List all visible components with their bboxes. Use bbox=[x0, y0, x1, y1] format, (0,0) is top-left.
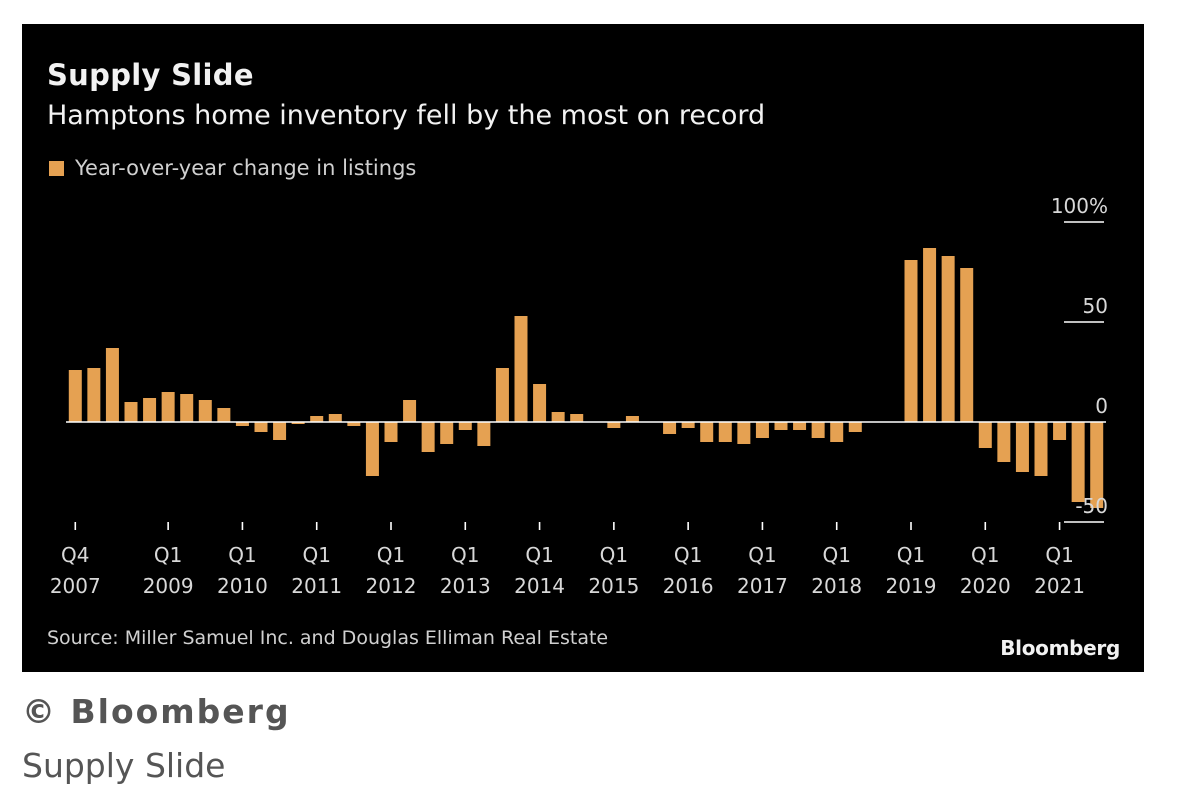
bar bbox=[365, 422, 379, 476]
bar bbox=[811, 422, 825, 438]
chart-subtitle: Hamptons home inventory fell by the most… bbox=[47, 100, 766, 131]
x-tick-label-year: 2019 bbox=[886, 574, 937, 598]
y-tick-label: 50 bbox=[1083, 294, 1108, 318]
x-tick-label-quarter: Q1 bbox=[377, 543, 405, 567]
x-tick-label-quarter: Q1 bbox=[822, 543, 850, 567]
bar bbox=[830, 422, 844, 442]
x-tick-label-quarter: Q1 bbox=[897, 543, 925, 567]
bar bbox=[68, 370, 82, 422]
bar bbox=[625, 416, 639, 422]
bar bbox=[960, 268, 974, 422]
bar bbox=[105, 348, 119, 422]
bar bbox=[737, 422, 751, 444]
chart-panel: Supply Slide Hamptons home inventory fel… bbox=[22, 24, 1144, 672]
x-tick-label-year: 2011 bbox=[291, 574, 342, 598]
x-tick-label-quarter: Q1 bbox=[302, 543, 330, 567]
bar bbox=[217, 408, 231, 422]
x-tick-label-year: 2015 bbox=[588, 574, 639, 598]
bar bbox=[793, 422, 807, 430]
x-tick-label-quarter: Q4 bbox=[61, 543, 89, 567]
bar bbox=[997, 422, 1011, 462]
bar bbox=[458, 422, 472, 430]
x-tick-label-quarter: Q1 bbox=[228, 543, 256, 567]
bar bbox=[978, 422, 992, 448]
bar bbox=[607, 422, 621, 428]
bar bbox=[848, 422, 862, 432]
bar bbox=[347, 422, 361, 426]
x-tick-label-quarter: Q1 bbox=[748, 543, 776, 567]
x-tick-label-year: 2020 bbox=[960, 574, 1011, 598]
bar bbox=[551, 412, 565, 422]
bar bbox=[124, 402, 138, 422]
bar bbox=[328, 414, 342, 422]
bar bbox=[440, 422, 454, 444]
legend-swatch bbox=[49, 160, 64, 176]
bar bbox=[681, 422, 695, 428]
x-tick-label-year: 2012 bbox=[366, 574, 417, 598]
bar bbox=[143, 398, 157, 422]
x-tick-label-quarter: Q1 bbox=[600, 543, 628, 567]
bar bbox=[923, 248, 937, 422]
bar bbox=[700, 422, 714, 442]
x-tick-label-quarter: Q1 bbox=[525, 543, 553, 567]
source-note: Source: Miller Samuel Inc. and Douglas E… bbox=[47, 627, 609, 649]
x-tick-label-quarter: Q1 bbox=[1045, 543, 1073, 567]
bar bbox=[718, 422, 732, 442]
x-tick-label-quarter: Q1 bbox=[451, 543, 479, 567]
bar bbox=[180, 394, 194, 422]
bar bbox=[310, 416, 324, 422]
y-tick-label: -50 bbox=[1075, 494, 1108, 518]
bar bbox=[291, 422, 305, 424]
bar bbox=[235, 422, 249, 426]
bar bbox=[273, 422, 287, 440]
bar bbox=[514, 316, 528, 422]
bar-chart: 100% 50 0 -50 Q4 2007 Q1 2009 Q1 2010 Q1 2011 Q1 2012… bbox=[50, 194, 1108, 598]
caption-title: Supply Slide bbox=[22, 746, 226, 785]
bar bbox=[941, 256, 955, 422]
bar bbox=[1071, 422, 1085, 502]
bar bbox=[755, 422, 769, 438]
bar bbox=[495, 368, 509, 422]
x-tick-label-year: 2007 bbox=[50, 574, 101, 598]
x-tick-label-year: 2018 bbox=[811, 574, 862, 598]
caption-credit: © Bloomberg bbox=[22, 692, 291, 731]
bar bbox=[1015, 422, 1029, 472]
bar bbox=[1090, 422, 1104, 508]
bar bbox=[161, 392, 175, 422]
bar bbox=[1034, 422, 1048, 476]
x-tick-label-year: 2009 bbox=[143, 574, 194, 598]
bar bbox=[1053, 422, 1067, 440]
bar bbox=[87, 368, 101, 422]
y-tick-label: 100% bbox=[1051, 194, 1108, 218]
bloomberg-logo: Bloomberg bbox=[1000, 636, 1120, 660]
x-tick-label-year: 2016 bbox=[663, 574, 714, 598]
bar bbox=[904, 260, 918, 422]
x-tick-label-quarter: Q1 bbox=[674, 543, 702, 567]
x-tick-label-quarter: Q1 bbox=[971, 543, 999, 567]
legend-label: Year-over-year change in listings bbox=[75, 156, 417, 180]
x-tick-label-year: 2021 bbox=[1034, 574, 1085, 598]
bar bbox=[198, 400, 212, 422]
x-tick-label-year: 2013 bbox=[440, 574, 491, 598]
bar bbox=[570, 414, 584, 422]
bar bbox=[663, 422, 677, 434]
x-tick-label-year: 2017 bbox=[737, 574, 788, 598]
y-tick-label: 0 bbox=[1095, 394, 1108, 418]
x-tick-label-year: 2010 bbox=[217, 574, 268, 598]
bar bbox=[384, 422, 398, 442]
bar bbox=[254, 422, 268, 432]
legend: Year-over-year change in listings bbox=[49, 156, 416, 180]
bar bbox=[774, 422, 788, 430]
bar bbox=[421, 422, 435, 452]
bar bbox=[403, 400, 417, 422]
bar bbox=[477, 422, 491, 446]
bar bbox=[533, 384, 547, 422]
chart-title: Supply Slide bbox=[47, 58, 254, 92]
x-tick-label-quarter: Q1 bbox=[154, 543, 182, 567]
x-tick-label-year: 2014 bbox=[514, 574, 565, 598]
